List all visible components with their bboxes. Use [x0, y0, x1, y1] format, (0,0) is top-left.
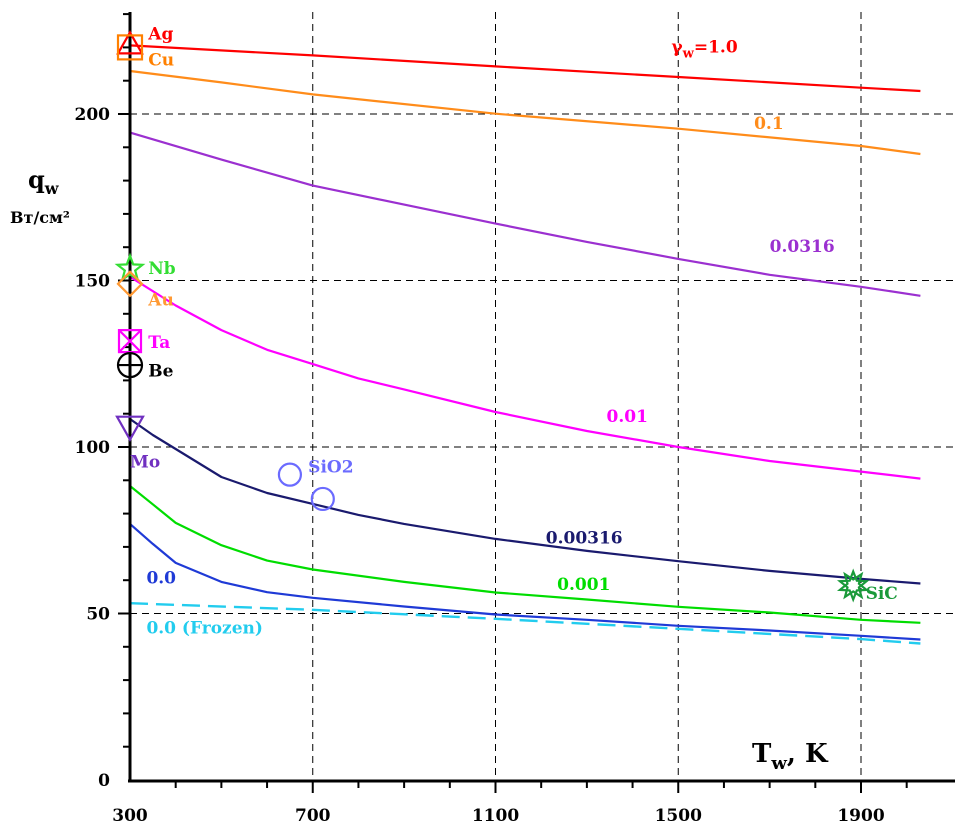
marker-label-be: Be — [148, 361, 173, 381]
marker-Au — [116, 270, 144, 298]
material-markers — [114, 30, 870, 603]
marker-label-nb: Nb — [148, 259, 176, 279]
series-line-4 — [129, 418, 921, 585]
marker-label-ag: Ag — [147, 25, 173, 45]
series-line-6 — [129, 523, 921, 641]
series-label-3: 0.01 — [607, 407, 648, 427]
y-axis-unit: Вт/см² — [10, 208, 70, 227]
series-label-1: 0.1 — [754, 114, 784, 134]
marker-SiC — [836, 568, 870, 600]
curve-labels: γw=1.0 0.1 0.0316 0.01 0.00316 0.001 0.0 0.0 (F… — [130, 25, 898, 639]
series-line-7 — [129, 602, 921, 645]
x-tick-label: 1100 — [472, 806, 519, 826]
series-label-5: 0.001 — [557, 575, 610, 595]
marker-SiC — [836, 571, 870, 603]
y-tick-label: 0 — [98, 771, 110, 791]
marker-Ta — [118, 329, 142, 353]
marker-SiO2 — [310, 486, 335, 512]
marker-Cu — [116, 34, 144, 61]
x-axis-title: Tw, K — [752, 739, 829, 774]
y-tick-label: 150 — [75, 272, 111, 292]
series-line-1 — [129, 69, 921, 156]
marker-Mo — [115, 415, 145, 442]
y-tick-label: 200 — [75, 105, 111, 125]
marker-SiO2 — [277, 462, 303, 487]
marker-label-cu: Cu — [148, 51, 174, 71]
marker-label-ta: Ta — [148, 333, 170, 353]
series-label-4: 0.00316 — [546, 529, 623, 549]
x-tick-label: 700 — [295, 806, 331, 826]
y-tick-label: 100 — [75, 438, 111, 458]
series-line-5 — [129, 485, 921, 624]
series-label-6: 0.0 — [146, 569, 176, 589]
y-axis-title: qw — [28, 165, 60, 198]
marker-Nb — [114, 252, 146, 282]
x-tick-label: 300 — [112, 806, 148, 826]
x-tick-label: 1500 — [655, 806, 702, 826]
series-line-2 — [129, 131, 921, 297]
series-label-0: γw=1.0 — [671, 37, 737, 61]
curves — [129, 44, 921, 645]
series-line-3 — [129, 275, 921, 480]
grid — [130, 12, 955, 780]
x-tick-label: 1900 — [837, 806, 884, 826]
marker-Ag — [116, 30, 144, 55]
marker-Be — [118, 353, 142, 378]
marker-label-au: Au — [147, 290, 174, 310]
marker-label-sic: SiC — [866, 584, 898, 604]
marker-label-sio2: SiO2 — [308, 457, 353, 477]
y-tick-label: 50 — [86, 605, 110, 625]
axes: 0 50 100 150 200 300 700 1100 1500 1900 — [75, 12, 955, 826]
marker-label-mo: Mo — [130, 453, 160, 473]
series-label-7: 0.0 (Frozen) — [146, 618, 262, 638]
series-label-2: 0.0316 — [770, 237, 835, 257]
series-line-0 — [129, 44, 921, 93]
